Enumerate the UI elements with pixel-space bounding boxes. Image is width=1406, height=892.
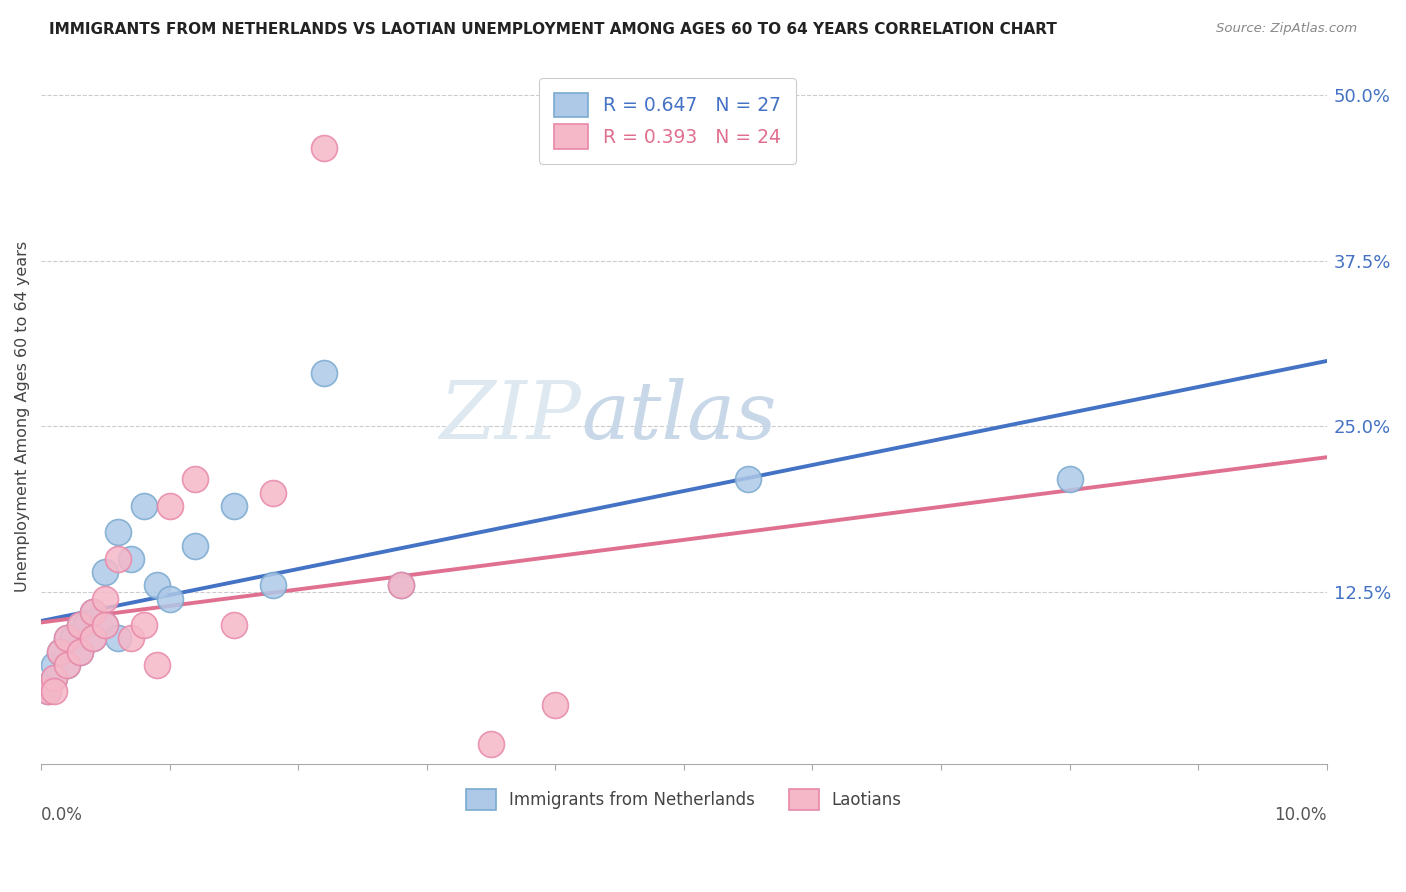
Point	[737, 472, 759, 486]
Point	[94, 618, 117, 632]
Point	[94, 591, 117, 606]
Point	[82, 632, 104, 646]
Point	[146, 578, 169, 592]
Point	[184, 472, 207, 486]
Text: atlas: atlas	[581, 377, 776, 455]
Point	[42, 671, 65, 685]
Point	[69, 645, 91, 659]
Point	[107, 525, 129, 540]
Point	[62, 632, 84, 646]
Point	[312, 141, 335, 155]
Point	[262, 485, 284, 500]
Point	[56, 657, 79, 672]
Point	[42, 671, 65, 685]
Point	[56, 632, 79, 646]
Text: 10.0%: 10.0%	[1274, 806, 1327, 824]
Point	[120, 552, 142, 566]
Text: ZIP: ZIP	[439, 377, 581, 455]
Point	[82, 632, 104, 646]
Point	[69, 645, 91, 659]
Text: Source: ZipAtlas.com: Source: ZipAtlas.com	[1216, 22, 1357, 36]
Point	[37, 684, 59, 698]
Point	[75, 618, 97, 632]
Text: IMMIGRANTS FROM NETHERLANDS VS LAOTIAN UNEMPLOYMENT AMONG AGES 60 TO 64 YEARS CO: IMMIGRANTS FROM NETHERLANDS VS LAOTIAN U…	[49, 22, 1057, 37]
Point	[120, 632, 142, 646]
Point	[56, 632, 79, 646]
Point	[94, 618, 117, 632]
Text: 0.0%: 0.0%	[41, 806, 83, 824]
Point	[222, 499, 245, 513]
Point	[389, 578, 412, 592]
Point	[184, 539, 207, 553]
Point	[544, 698, 567, 712]
Point	[107, 632, 129, 646]
Point	[42, 657, 65, 672]
Point	[159, 499, 181, 513]
Point	[69, 618, 91, 632]
Point	[222, 618, 245, 632]
Point	[82, 605, 104, 619]
Point	[49, 645, 72, 659]
Point	[1059, 472, 1081, 486]
Point	[82, 605, 104, 619]
Legend: Immigrants from Netherlands, Laotians: Immigrants from Netherlands, Laotians	[457, 780, 910, 819]
Point	[312, 367, 335, 381]
Point	[159, 591, 181, 606]
Point	[146, 657, 169, 672]
Y-axis label: Unemployment Among Ages 60 to 64 years: Unemployment Among Ages 60 to 64 years	[15, 241, 30, 592]
Point	[69, 618, 91, 632]
Point	[479, 738, 502, 752]
Point	[37, 684, 59, 698]
Point	[389, 578, 412, 592]
Point	[262, 578, 284, 592]
Point	[132, 618, 155, 632]
Point	[107, 552, 129, 566]
Point	[49, 645, 72, 659]
Point	[56, 657, 79, 672]
Point	[94, 565, 117, 579]
Point	[132, 499, 155, 513]
Point	[42, 684, 65, 698]
